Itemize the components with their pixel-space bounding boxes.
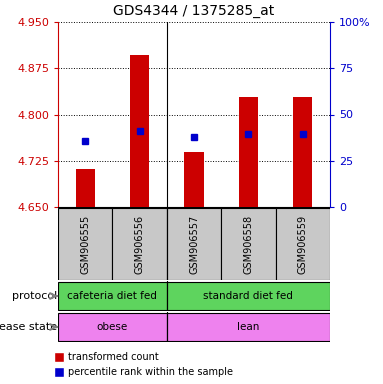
Text: GSM906556: GSM906556	[134, 214, 145, 273]
Text: GSM906559: GSM906559	[298, 214, 308, 273]
Text: disease state: disease state	[0, 322, 57, 332]
Bar	[167, 282, 330, 310]
Text: obese: obese	[97, 322, 128, 332]
Text: GSM906557: GSM906557	[189, 214, 199, 274]
Bar	[58, 208, 112, 280]
Text: cafeteria diet fed: cafeteria diet fed	[67, 291, 157, 301]
Bar	[112, 208, 167, 280]
Text: lean: lean	[237, 322, 260, 332]
Bar	[58, 282, 167, 310]
Bar	[58, 313, 167, 341]
Bar	[185, 152, 203, 207]
Bar	[130, 55, 149, 207]
Bar	[76, 169, 95, 207]
Text: standard diet fed: standard diet fed	[203, 291, 293, 301]
Bar	[276, 208, 330, 280]
Text: GSM906555: GSM906555	[80, 214, 90, 274]
Legend: transformed count, percentile rank within the sample: transformed count, percentile rank withi…	[55, 352, 233, 377]
Bar	[167, 208, 221, 280]
Bar	[239, 97, 258, 207]
Text: protocol: protocol	[11, 291, 57, 301]
Bar	[293, 97, 312, 207]
Text: GSM906558: GSM906558	[244, 214, 254, 273]
Bar	[221, 208, 276, 280]
Title: GDS4344 / 1375285_at: GDS4344 / 1375285_at	[113, 4, 275, 18]
Bar	[167, 313, 330, 341]
